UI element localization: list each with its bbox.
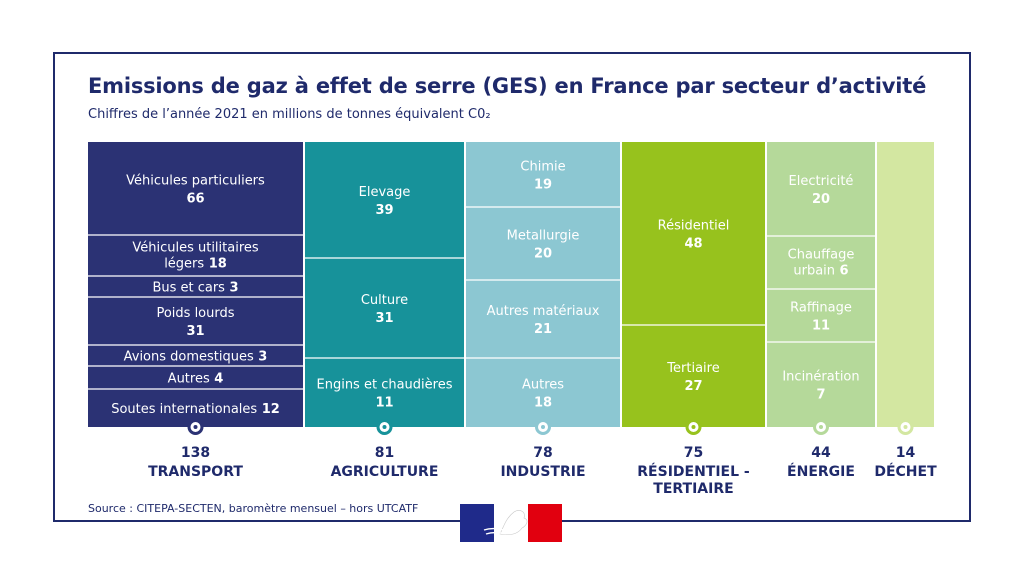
sector-marker-dot	[193, 425, 198, 429]
sector-total: 44	[811, 445, 831, 461]
sector-name: TERTIAIRE	[653, 481, 733, 497]
cell-label: légers 18	[164, 257, 227, 272]
cell-value: 21	[534, 322, 552, 337]
cell-label: urbain 6	[793, 264, 848, 279]
cell-label: Culture	[361, 293, 408, 308]
sector-total: 75	[684, 445, 703, 461]
sector-block-0	[88, 142, 303, 427]
cell-label: Metallurgie	[507, 229, 580, 244]
cell-label: Résidentiel	[658, 219, 730, 234]
sector-marker-dot	[903, 425, 908, 429]
cell-label: Soutes internationales 12	[111, 402, 280, 417]
cell-label: Véhicules utilitaires	[132, 241, 259, 256]
cell-label: Elevage	[359, 185, 411, 200]
sector-block-5	[877, 142, 934, 427]
cell-value: 31	[375, 311, 393, 326]
sector-block-2	[466, 142, 620, 427]
cell-label: Chimie	[520, 160, 565, 175]
cell-value: 11	[812, 319, 830, 334]
cell-value: 20	[812, 192, 830, 207]
sector-block-1	[305, 142, 464, 427]
cell-label: Autres matériaux	[487, 304, 600, 319]
cell-value: 48	[684, 237, 702, 252]
cell-value: 20	[534, 247, 552, 262]
sector-total: 14	[896, 445, 916, 461]
cell-label: Bus et cars 3	[152, 281, 238, 296]
sector-name: AGRICULTURE	[331, 464, 439, 480]
cell-value: 11	[375, 396, 393, 411]
cell-label: Incinération	[782, 370, 859, 385]
sector-total: 78	[533, 445, 552, 461]
cell-value: 27	[684, 379, 702, 394]
sector-name: TRANSPORT	[148, 464, 243, 480]
cell-value: 66	[186, 192, 204, 207]
cell-value: 31	[186, 324, 204, 339]
sector-marker-dot	[819, 425, 823, 429]
sector-total: 138	[181, 445, 210, 461]
sector-total: 81	[375, 445, 394, 461]
sector-marker-dot	[691, 425, 696, 429]
cell-label: Electricité	[789, 174, 854, 189]
cell-label: Engins et chaudières	[317, 378, 453, 393]
sector-name: INDUSTRIE	[500, 464, 585, 480]
cell-label: Autres	[522, 378, 564, 393]
source-note: Source : CITEPA-SECTEN, baromètre mensue…	[88, 502, 419, 515]
cell-label: Véhicules particuliers	[126, 174, 265, 189]
cell-label: Avions domestiques 3	[124, 350, 268, 365]
sector-marker-dot	[382, 425, 387, 429]
cell-label: Chauffage	[788, 248, 855, 263]
cell-value: 39	[375, 203, 393, 218]
cell-value: 19	[534, 178, 552, 193]
sector-block-4	[767, 142, 875, 427]
sector-name: RÉSIDENTIEL -	[637, 463, 750, 480]
cell-value: 18	[534, 396, 552, 411]
chart-title: Emissions de gaz à effet de serre (GES) …	[88, 74, 927, 98]
sector-name: ÉNERGIE	[787, 463, 855, 480]
sector-marker-dot	[541, 425, 545, 429]
cell-value: 7	[816, 388, 825, 403]
french-republic-logo	[460, 504, 562, 542]
sector-block-3	[622, 142, 765, 427]
chart-subtitle: Chiffres de l’année 2021 en millions de …	[88, 107, 491, 122]
cell-label: Autres 4	[168, 372, 224, 387]
cell-label: Tertiaire	[666, 361, 719, 376]
sector-name: DÉCHET	[874, 463, 937, 480]
cell-label: Poids lourds	[156, 306, 234, 321]
cell-label: Raffinage	[790, 301, 852, 316]
